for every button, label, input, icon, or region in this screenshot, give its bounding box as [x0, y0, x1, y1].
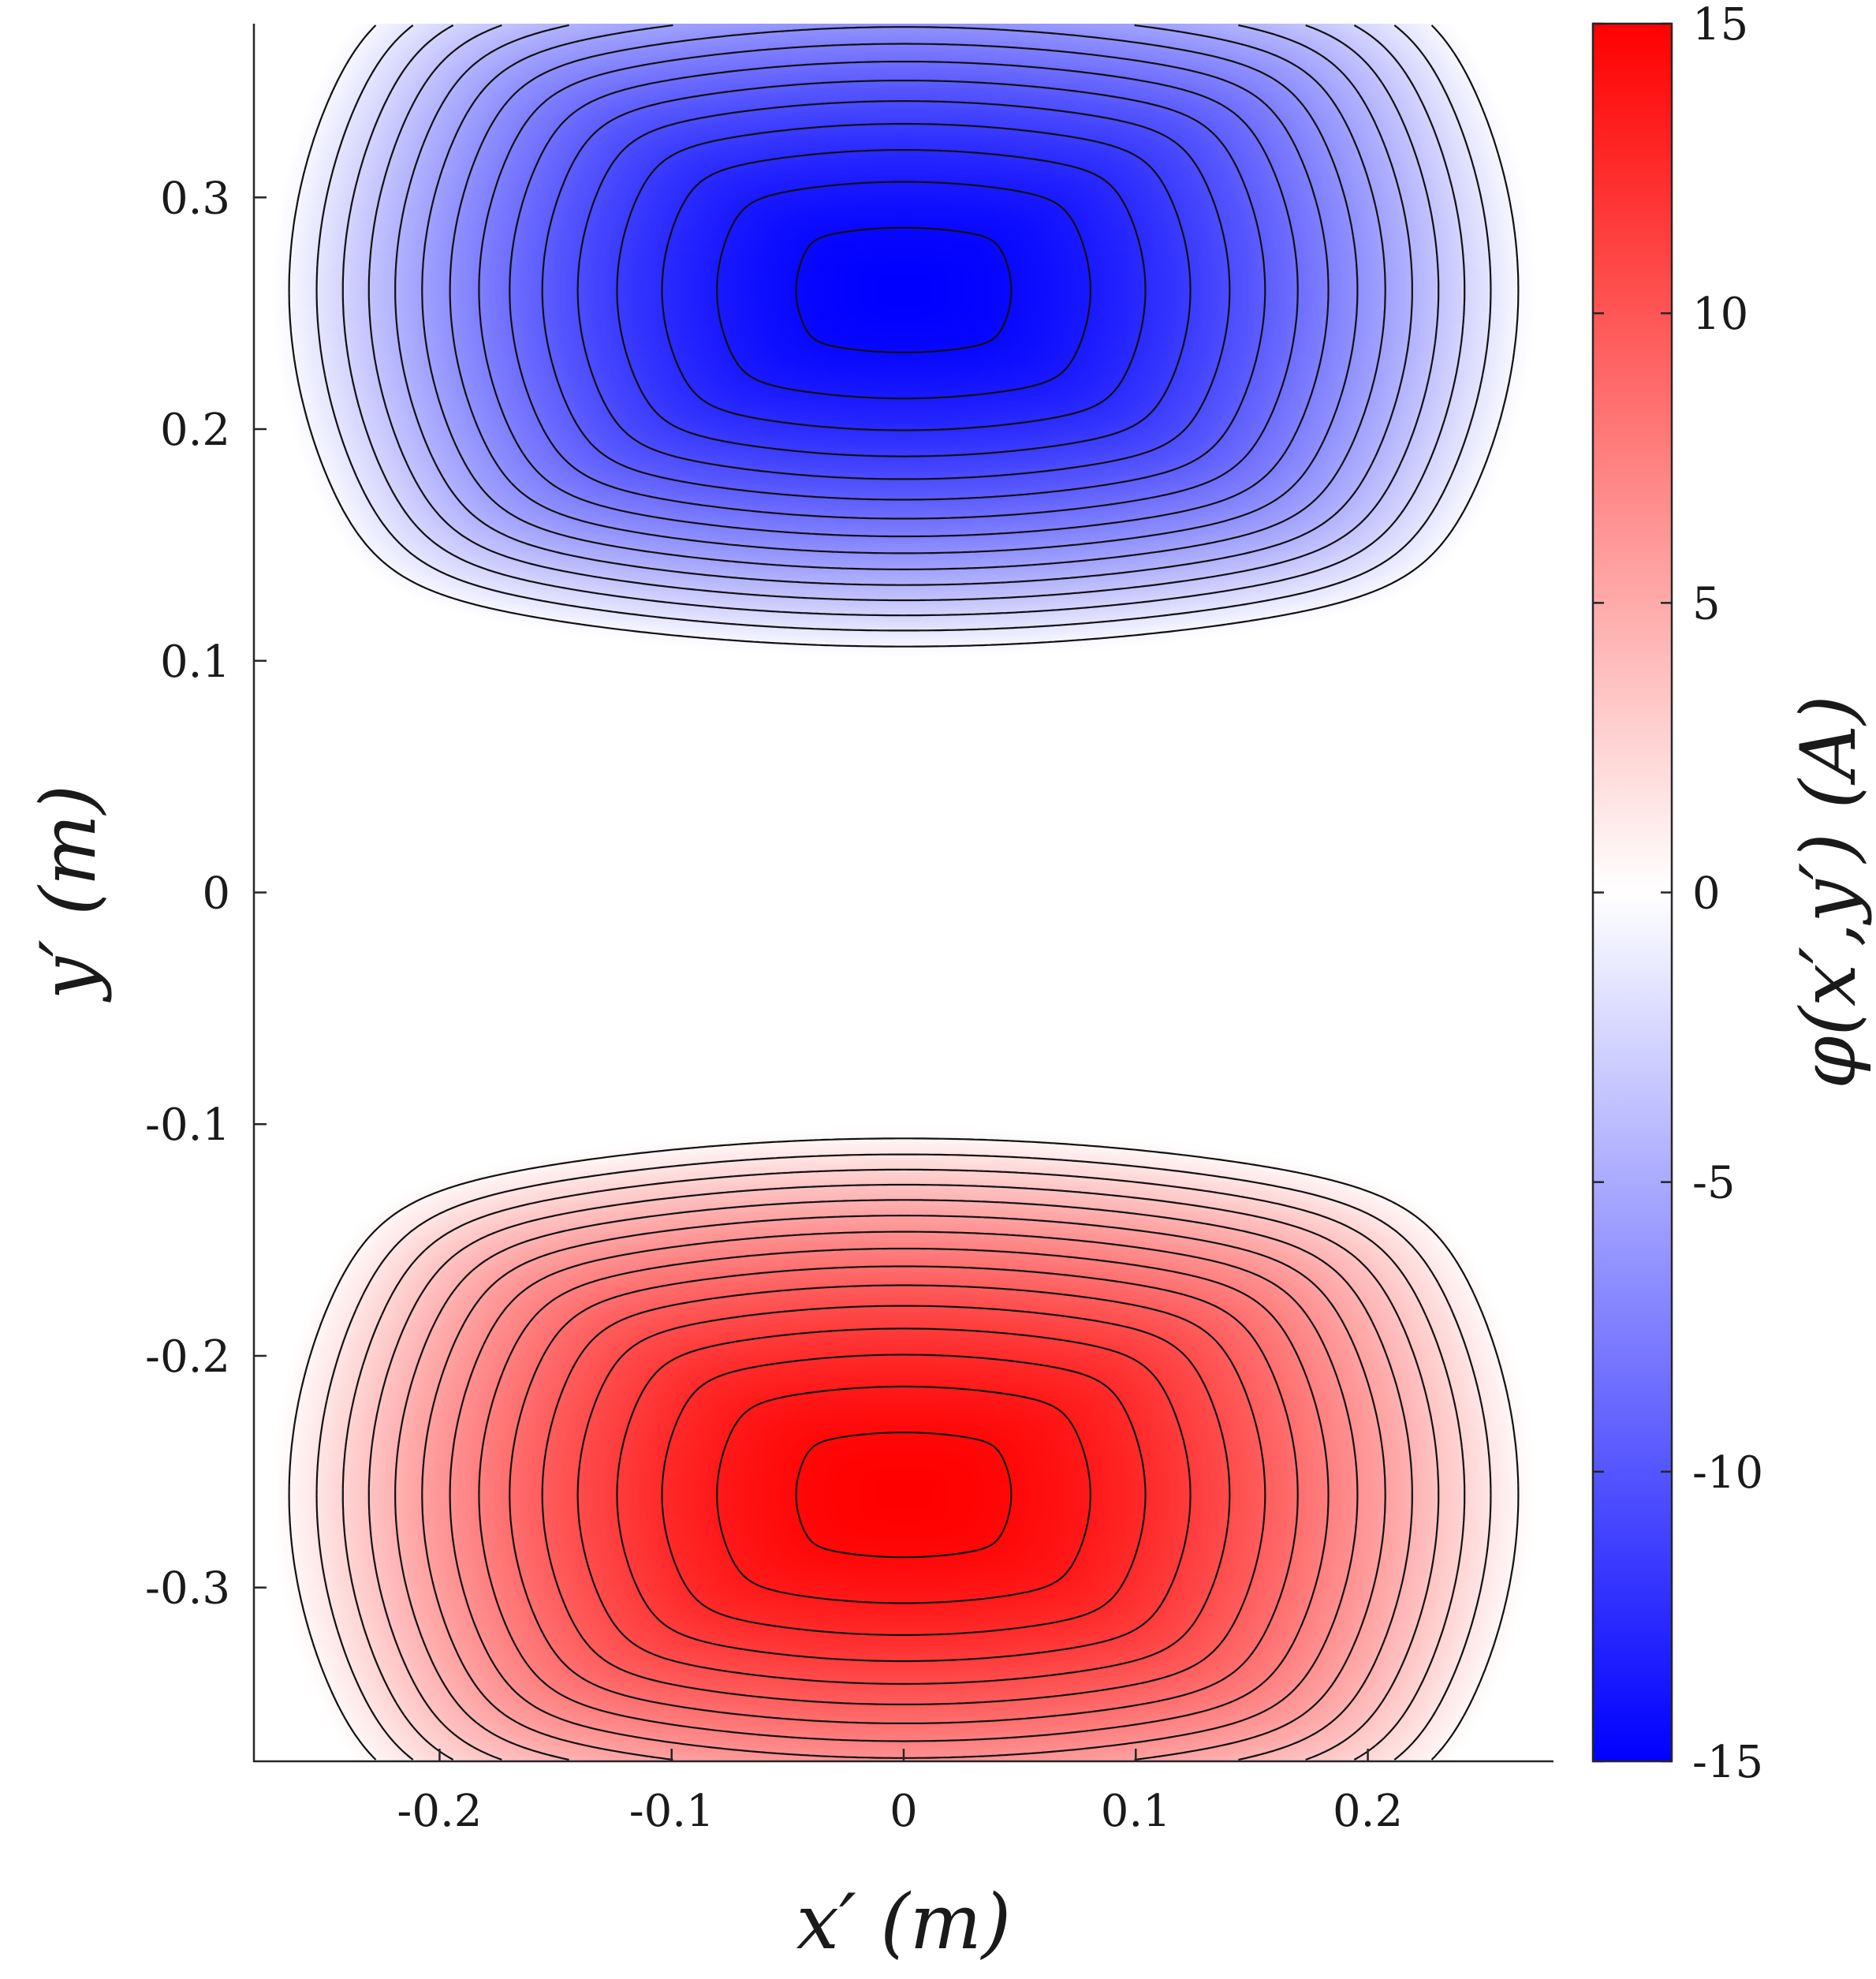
y-tick-label: -0.1	[145, 1100, 230, 1151]
positive-contour-line	[421, 1215, 1386, 1761]
y-axis-ticks: 0.3 0.2 0.1 0 -0.1 -0.2 -0.3	[145, 173, 267, 1615]
colorbar-tick-label: -15	[1692, 1737, 1763, 1788]
negative-contour-line	[509, 61, 1299, 520]
negative-contour-line	[616, 122, 1192, 457]
y-tick-label: 0	[202, 868, 230, 920]
positive-contour-line	[541, 1284, 1266, 1705]
negative-contour-line	[661, 149, 1147, 431]
negative-contour-line	[449, 26, 1359, 554]
x-tick-label: 0.1	[1101, 1786, 1171, 1837]
negative-contour-line	[795, 226, 1013, 353]
negative-contour-line	[341, 24, 1466, 617]
x-axis-ticks: -0.2 -0.1 0 0.1 0.2	[397, 1749, 1403, 1837]
negative-contour-line	[394, 24, 1413, 586]
x-tick-label: 0.2	[1333, 1786, 1403, 1837]
axes-frame	[252, 24, 1553, 1763]
positive-contour-line	[367, 1183, 1440, 1761]
positive-contour-line	[576, 1305, 1231, 1685]
colorbar-tick-label: 15	[1692, 0, 1748, 50]
contour-lines	[288, 24, 1520, 1761]
x-tick-label: 0	[890, 1786, 918, 1837]
colorbar-gradient	[1591, 22, 1673, 1763]
positive-contour-line	[449, 1230, 1359, 1759]
positive-contour-line	[795, 1432, 1013, 1559]
negative-contour-line	[541, 80, 1266, 501]
negative-contour-line	[478, 43, 1330, 538]
y-tick-label: 0.3	[160, 173, 230, 224]
x-tick-label: -0.1	[629, 1786, 714, 1837]
positive-contour-line	[288, 1137, 1520, 1761]
positive-contour-line	[341, 1168, 1466, 1761]
y-axis-label: y′ (m)	[24, 785, 113, 1003]
x-tick-label: -0.2	[397, 1786, 482, 1837]
y-tick-label: 0.2	[160, 405, 230, 456]
x-axis-label: x′ (m)	[796, 1878, 1011, 1966]
colorbar-ticks: 15 10 5 0 -5 -10 -15	[1593, 0, 1763, 1788]
heatmap-image	[254, 24, 1553, 1761]
positive-contour-line	[616, 1327, 1192, 1663]
positive-contour-line	[716, 1385, 1091, 1604]
positive-contour-line	[509, 1265, 1299, 1724]
negative-contour-line	[288, 24, 1520, 648]
colorbar-tick-label: -5	[1692, 1158, 1736, 1209]
negative-contour-line	[315, 24, 1492, 632]
negative-contour-line	[421, 24, 1386, 570]
colorbar-tick-label: 5	[1692, 578, 1721, 629]
y-tick-label: -0.2	[145, 1331, 230, 1383]
plot-area	[252, 24, 1553, 1763]
colorbar-label: φ(x′,y′) (A)	[1785, 695, 1873, 1088]
positive-contour-line	[478, 1247, 1330, 1742]
colorbar-tick-label: 10	[1692, 289, 1748, 340]
colorbar: 15 10 5 0 -5 -10 -15	[1591, 0, 1763, 1788]
negative-contour-line	[576, 100, 1231, 480]
positive-contour-line	[315, 1153, 1492, 1761]
colorbar-tick-label: 0	[1692, 868, 1721, 920]
y-tick-label: 0.1	[160, 637, 230, 688]
negative-contour-line	[367, 24, 1440, 602]
positive-contour-line	[394, 1199, 1413, 1761]
y-tick-label: -0.3	[145, 1563, 230, 1615]
positive-contour-line	[661, 1354, 1147, 1636]
negative-contour-line	[716, 181, 1091, 400]
colorbar-tick-label: -10	[1692, 1447, 1763, 1499]
